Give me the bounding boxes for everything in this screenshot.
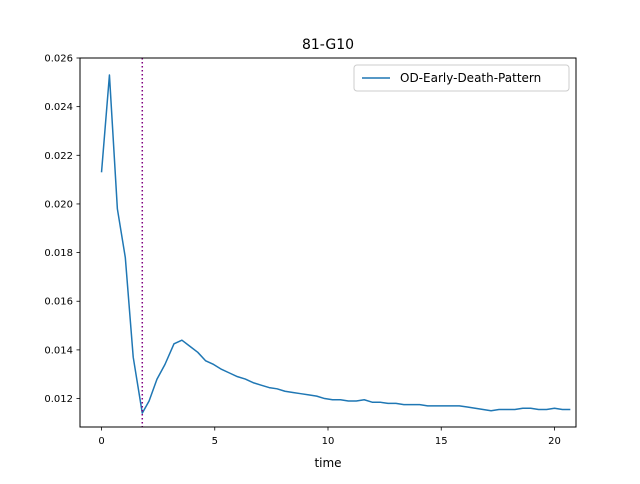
x-tick-label: 5 — [212, 436, 218, 447]
legend-label: OD-Early-Death-Pattern — [400, 71, 541, 85]
y-tick-label: 0.024 — [44, 102, 73, 113]
x-tick-label: 10 — [322, 436, 335, 447]
x-axis-label: time — [314, 456, 341, 470]
y-tick-label: 0.014 — [44, 345, 73, 356]
y-tick-label: 0.018 — [44, 248, 73, 259]
y-tick-label: 0.026 — [44, 54, 73, 65]
legend-box — [353, 64, 570, 92]
series-line-0 — [100, 74, 571, 414]
axis-ticks: 0 5 10 15 20 0.012 0.014 0.016 0.018 0.020 0.022 0.… — [44, 54, 560, 448]
x-tick-label: 0 — [98, 436, 104, 447]
legend: OD-Early-Death-Pattern — [353, 64, 570, 92]
chart-title: 81-G10 — [302, 37, 354, 53]
y-tick-label: 0.012 — [44, 394, 73, 405]
y-tick-label: 0.020 — [44, 199, 73, 210]
plot-area — [100, 58, 571, 427]
y-tick-label: 0.022 — [44, 151, 73, 162]
y-tick-label: 0.016 — [44, 297, 73, 308]
x-tick-label: 20 — [548, 436, 561, 447]
x-tick-label: 15 — [435, 436, 448, 447]
